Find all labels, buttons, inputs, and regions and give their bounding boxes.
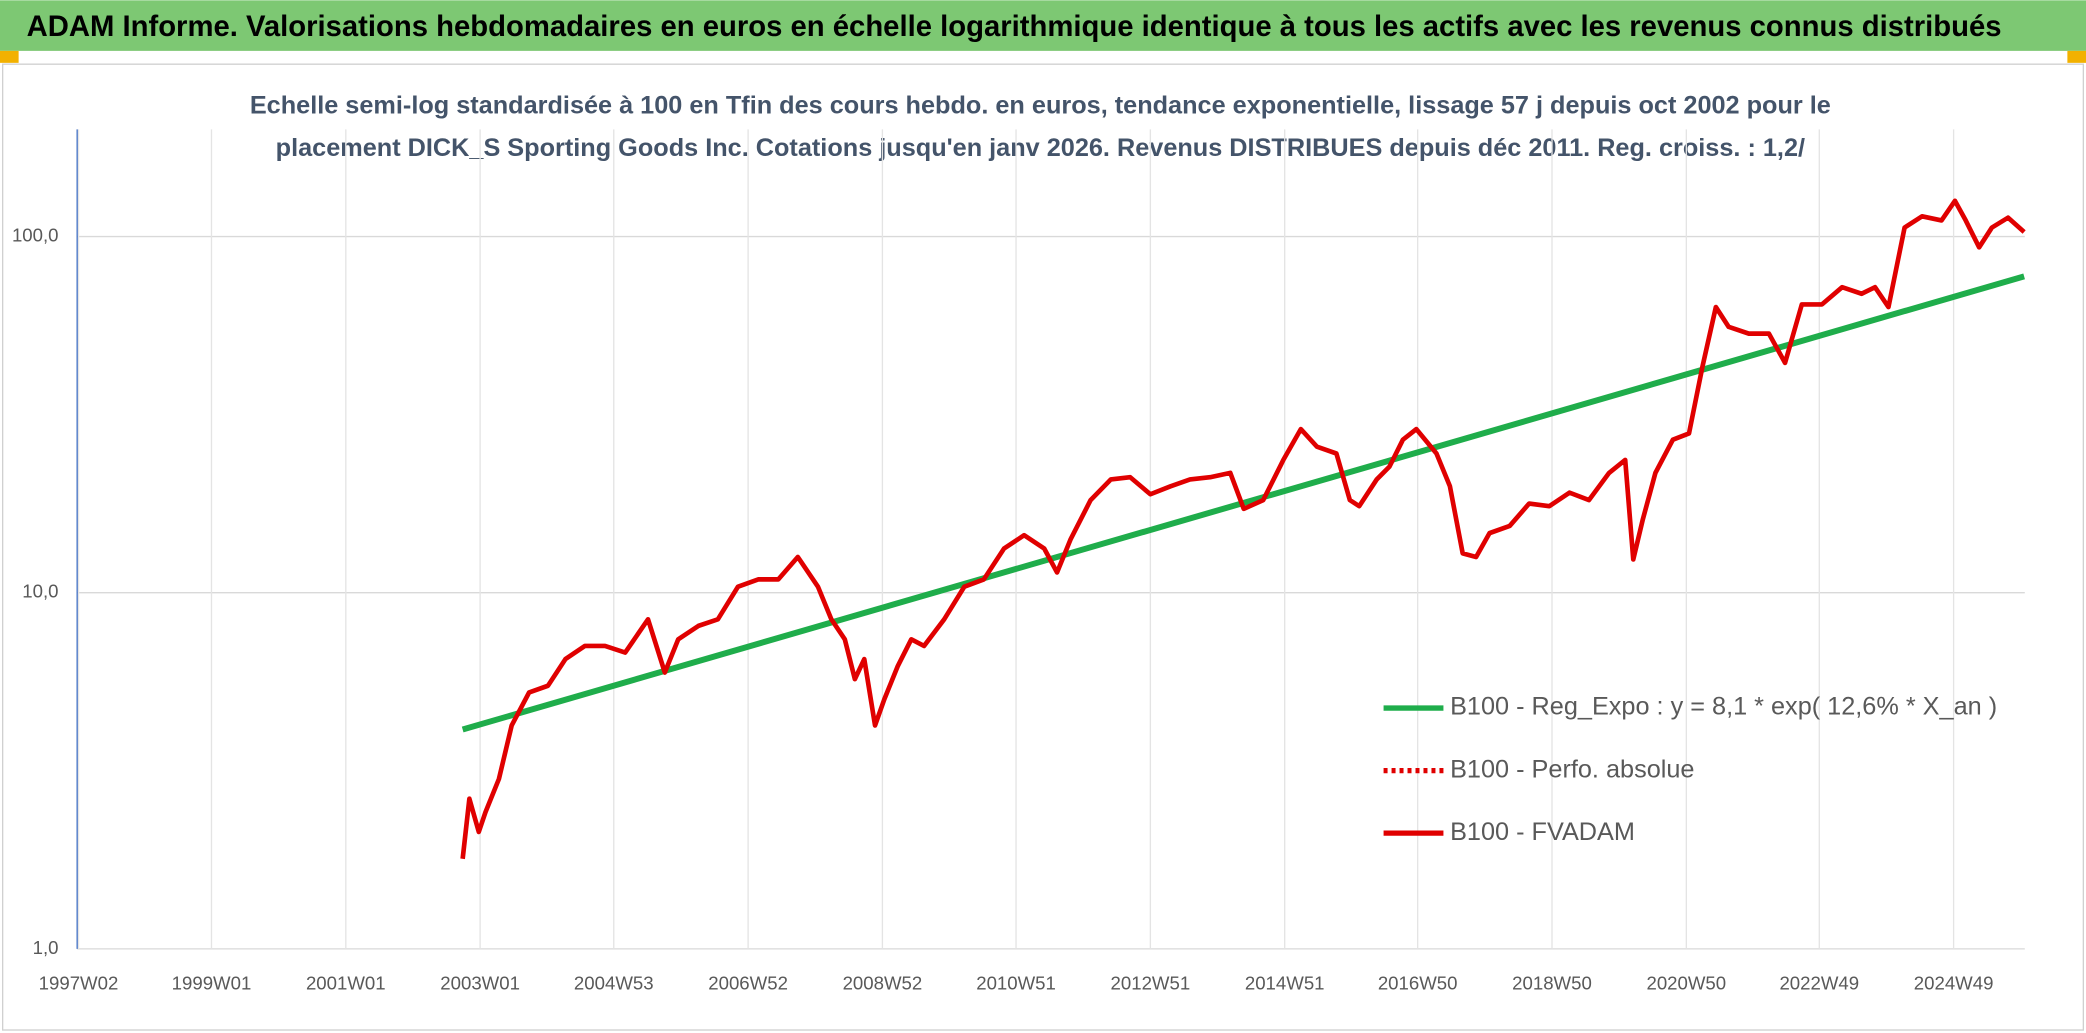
x-tick-label: 2022W49 xyxy=(1779,973,1859,994)
x-tick-label: 2004W53 xyxy=(574,973,654,994)
chart-frame xyxy=(1,63,2085,1031)
legend-label: B100 - Perfo. absolue xyxy=(1450,755,1694,783)
y-tick-label: 10,0 xyxy=(22,581,58,602)
chart-title: Echelle semi-log standardisée à 100 en T… xyxy=(250,91,1831,119)
chart-title: placement DICK_S Sporting Goods Inc. Cot… xyxy=(276,134,1805,162)
x-tick-label: 2014W51 xyxy=(1245,973,1325,994)
x-tick-label: 1999W01 xyxy=(172,973,252,994)
x-tick-label: 2020W50 xyxy=(1646,973,1726,994)
x-tick-label: 2010W51 xyxy=(976,973,1056,994)
legend-label: B100 - Reg_Expo : y = 8,1 * exp( 12,6% *… xyxy=(1450,693,1997,721)
x-tick-label: 2024W49 xyxy=(1914,973,1994,994)
x-tick-label: 1997W02 xyxy=(39,973,119,994)
y-tick-label: 1,0 xyxy=(33,937,59,958)
x-tick-label: 2006W52 xyxy=(708,973,788,994)
x-tick-label: 2001W01 xyxy=(306,973,386,994)
x-tick-label: 2008W52 xyxy=(843,973,923,994)
x-tick-label: 2003W01 xyxy=(440,973,520,994)
series-line xyxy=(460,198,2026,860)
header-title: ADAM Informe. Valorisations hebdomadaire… xyxy=(27,11,2002,43)
header-bar xyxy=(0,0,2086,51)
x-tick-label: 2016W50 xyxy=(1378,973,1458,994)
corner-marker xyxy=(2067,50,2086,63)
x-tick-label: 2018W50 xyxy=(1512,973,1592,994)
corner-marker xyxy=(0,50,19,63)
legend-label: B100 - FVADAM xyxy=(1450,818,1635,846)
x-tick-label: 2012W51 xyxy=(1111,973,1191,994)
y-tick-label: 100,0 xyxy=(12,224,59,245)
